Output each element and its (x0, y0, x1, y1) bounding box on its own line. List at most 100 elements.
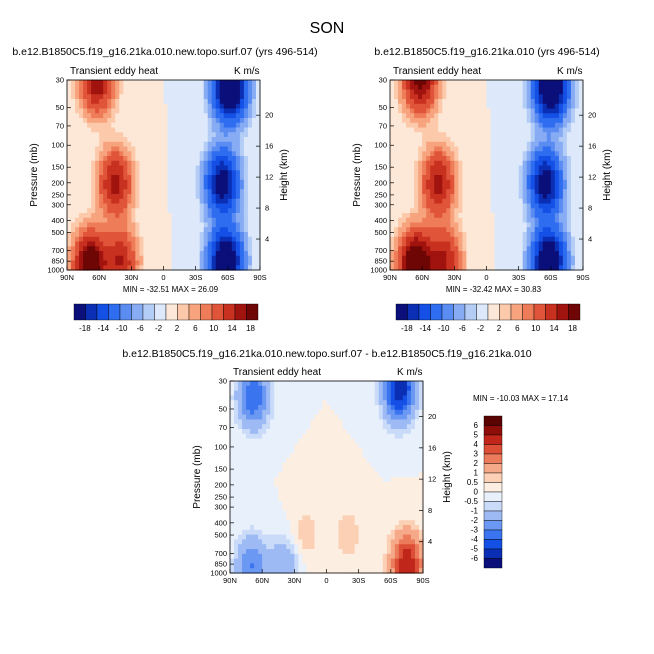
heat-cell (143, 251, 149, 257)
heat-cell (203, 227, 209, 233)
heat-cell (223, 203, 229, 209)
heat-cell (67, 156, 72, 162)
heat-cell (442, 132, 447, 138)
heat-cell (478, 108, 484, 114)
heat-cell (446, 108, 451, 114)
heat-cell (251, 84, 257, 91)
heat-cell (518, 89, 524, 95)
heat-cell (95, 94, 100, 100)
heat-cell (266, 395, 271, 401)
heat-cell (103, 156, 108, 162)
heat-cell (179, 198, 185, 205)
heat-cell (254, 544, 259, 550)
heat-cell (498, 213, 504, 219)
heat-cell (266, 525, 271, 531)
heat-cell (490, 179, 496, 186)
heat-cell (390, 108, 395, 114)
heat-cell (506, 184, 512, 190)
heat-cell (486, 94, 492, 100)
heat-cell (67, 194, 72, 200)
heat-cell (258, 491, 263, 497)
heat-cell (258, 563, 263, 569)
heat-cell (135, 80, 140, 86)
heat-cell (250, 443, 255, 449)
heat-cell (306, 467, 312, 473)
heat-cell (438, 217, 443, 224)
heat-cell (167, 255, 173, 262)
heat-cell (294, 429, 299, 435)
heat-cell (490, 251, 496, 257)
heat-cell (410, 141, 415, 148)
heat-cell (522, 208, 528, 214)
heat-cell (566, 151, 572, 157)
heat-cell (574, 89, 580, 95)
heat-cell (426, 156, 431, 162)
y-tick-label: 850 (374, 257, 387, 266)
heat-cell (402, 99, 407, 105)
heat-cell (258, 457, 263, 464)
heat-cell (434, 227, 439, 233)
heat-cell (298, 539, 303, 545)
heat-cell (227, 246, 233, 252)
heat-cell (434, 208, 439, 214)
heat-cell (119, 179, 124, 186)
heat-cell (478, 213, 484, 219)
heat-cell (558, 99, 564, 105)
heat-cell (167, 127, 173, 133)
figure-title: SON (309, 20, 345, 37)
heat-cell (306, 563, 312, 569)
heat-cell (314, 549, 320, 555)
heat-cell (458, 103, 463, 110)
heat-cell (231, 99, 237, 105)
heat-cell (255, 170, 261, 176)
heat-cell (458, 80, 463, 86)
y-tick-label: 300 (51, 200, 64, 209)
heat-cell (135, 203, 140, 209)
heat-cell (199, 208, 205, 214)
heat-cell (207, 246, 213, 252)
heat-cell (470, 127, 476, 133)
heat-cell (238, 558, 243, 564)
heat-cell (71, 122, 76, 129)
heat-cell (119, 255, 124, 262)
heat-cell (107, 213, 112, 219)
heat-cell (458, 160, 463, 167)
heat-cell (530, 132, 536, 138)
heat-cell (250, 429, 255, 435)
heat-cell (430, 132, 435, 138)
heat-cell (199, 194, 205, 200)
heat-cell (131, 108, 136, 114)
heat-cell (251, 213, 257, 219)
min-max-stats: MIN = -32.42 MAX = 30.83 (446, 285, 542, 294)
heat-cell (454, 251, 459, 257)
heat-cell (466, 222, 472, 228)
heat-cell (131, 103, 136, 110)
heat-cell (410, 203, 415, 209)
heat-cell (534, 217, 540, 224)
heat-cell (454, 179, 459, 186)
heat-cell (139, 265, 144, 271)
heat-cell (175, 141, 181, 148)
heat-cell (175, 222, 181, 228)
heat-cell (258, 515, 263, 521)
heat-cell (127, 175, 132, 181)
heat-cell (119, 151, 124, 157)
heat-cell (418, 84, 423, 91)
heat-cell (151, 113, 157, 119)
heat-cell (143, 89, 149, 95)
heat-cell (494, 80, 500, 86)
heat-cell (219, 99, 225, 105)
heat-cell (470, 170, 476, 176)
heat-cell (183, 132, 189, 138)
heat-cell (270, 433, 275, 440)
heat-cell (506, 99, 512, 105)
heat-cell (227, 80, 233, 86)
heat-cell (506, 113, 512, 119)
heat-cell (462, 137, 467, 143)
heat-cell (390, 103, 395, 110)
heat-cell (450, 99, 455, 105)
heat-cell (71, 255, 76, 262)
heat-cell (514, 203, 520, 209)
heat-cell (238, 520, 243, 526)
heat-cell (230, 400, 235, 406)
